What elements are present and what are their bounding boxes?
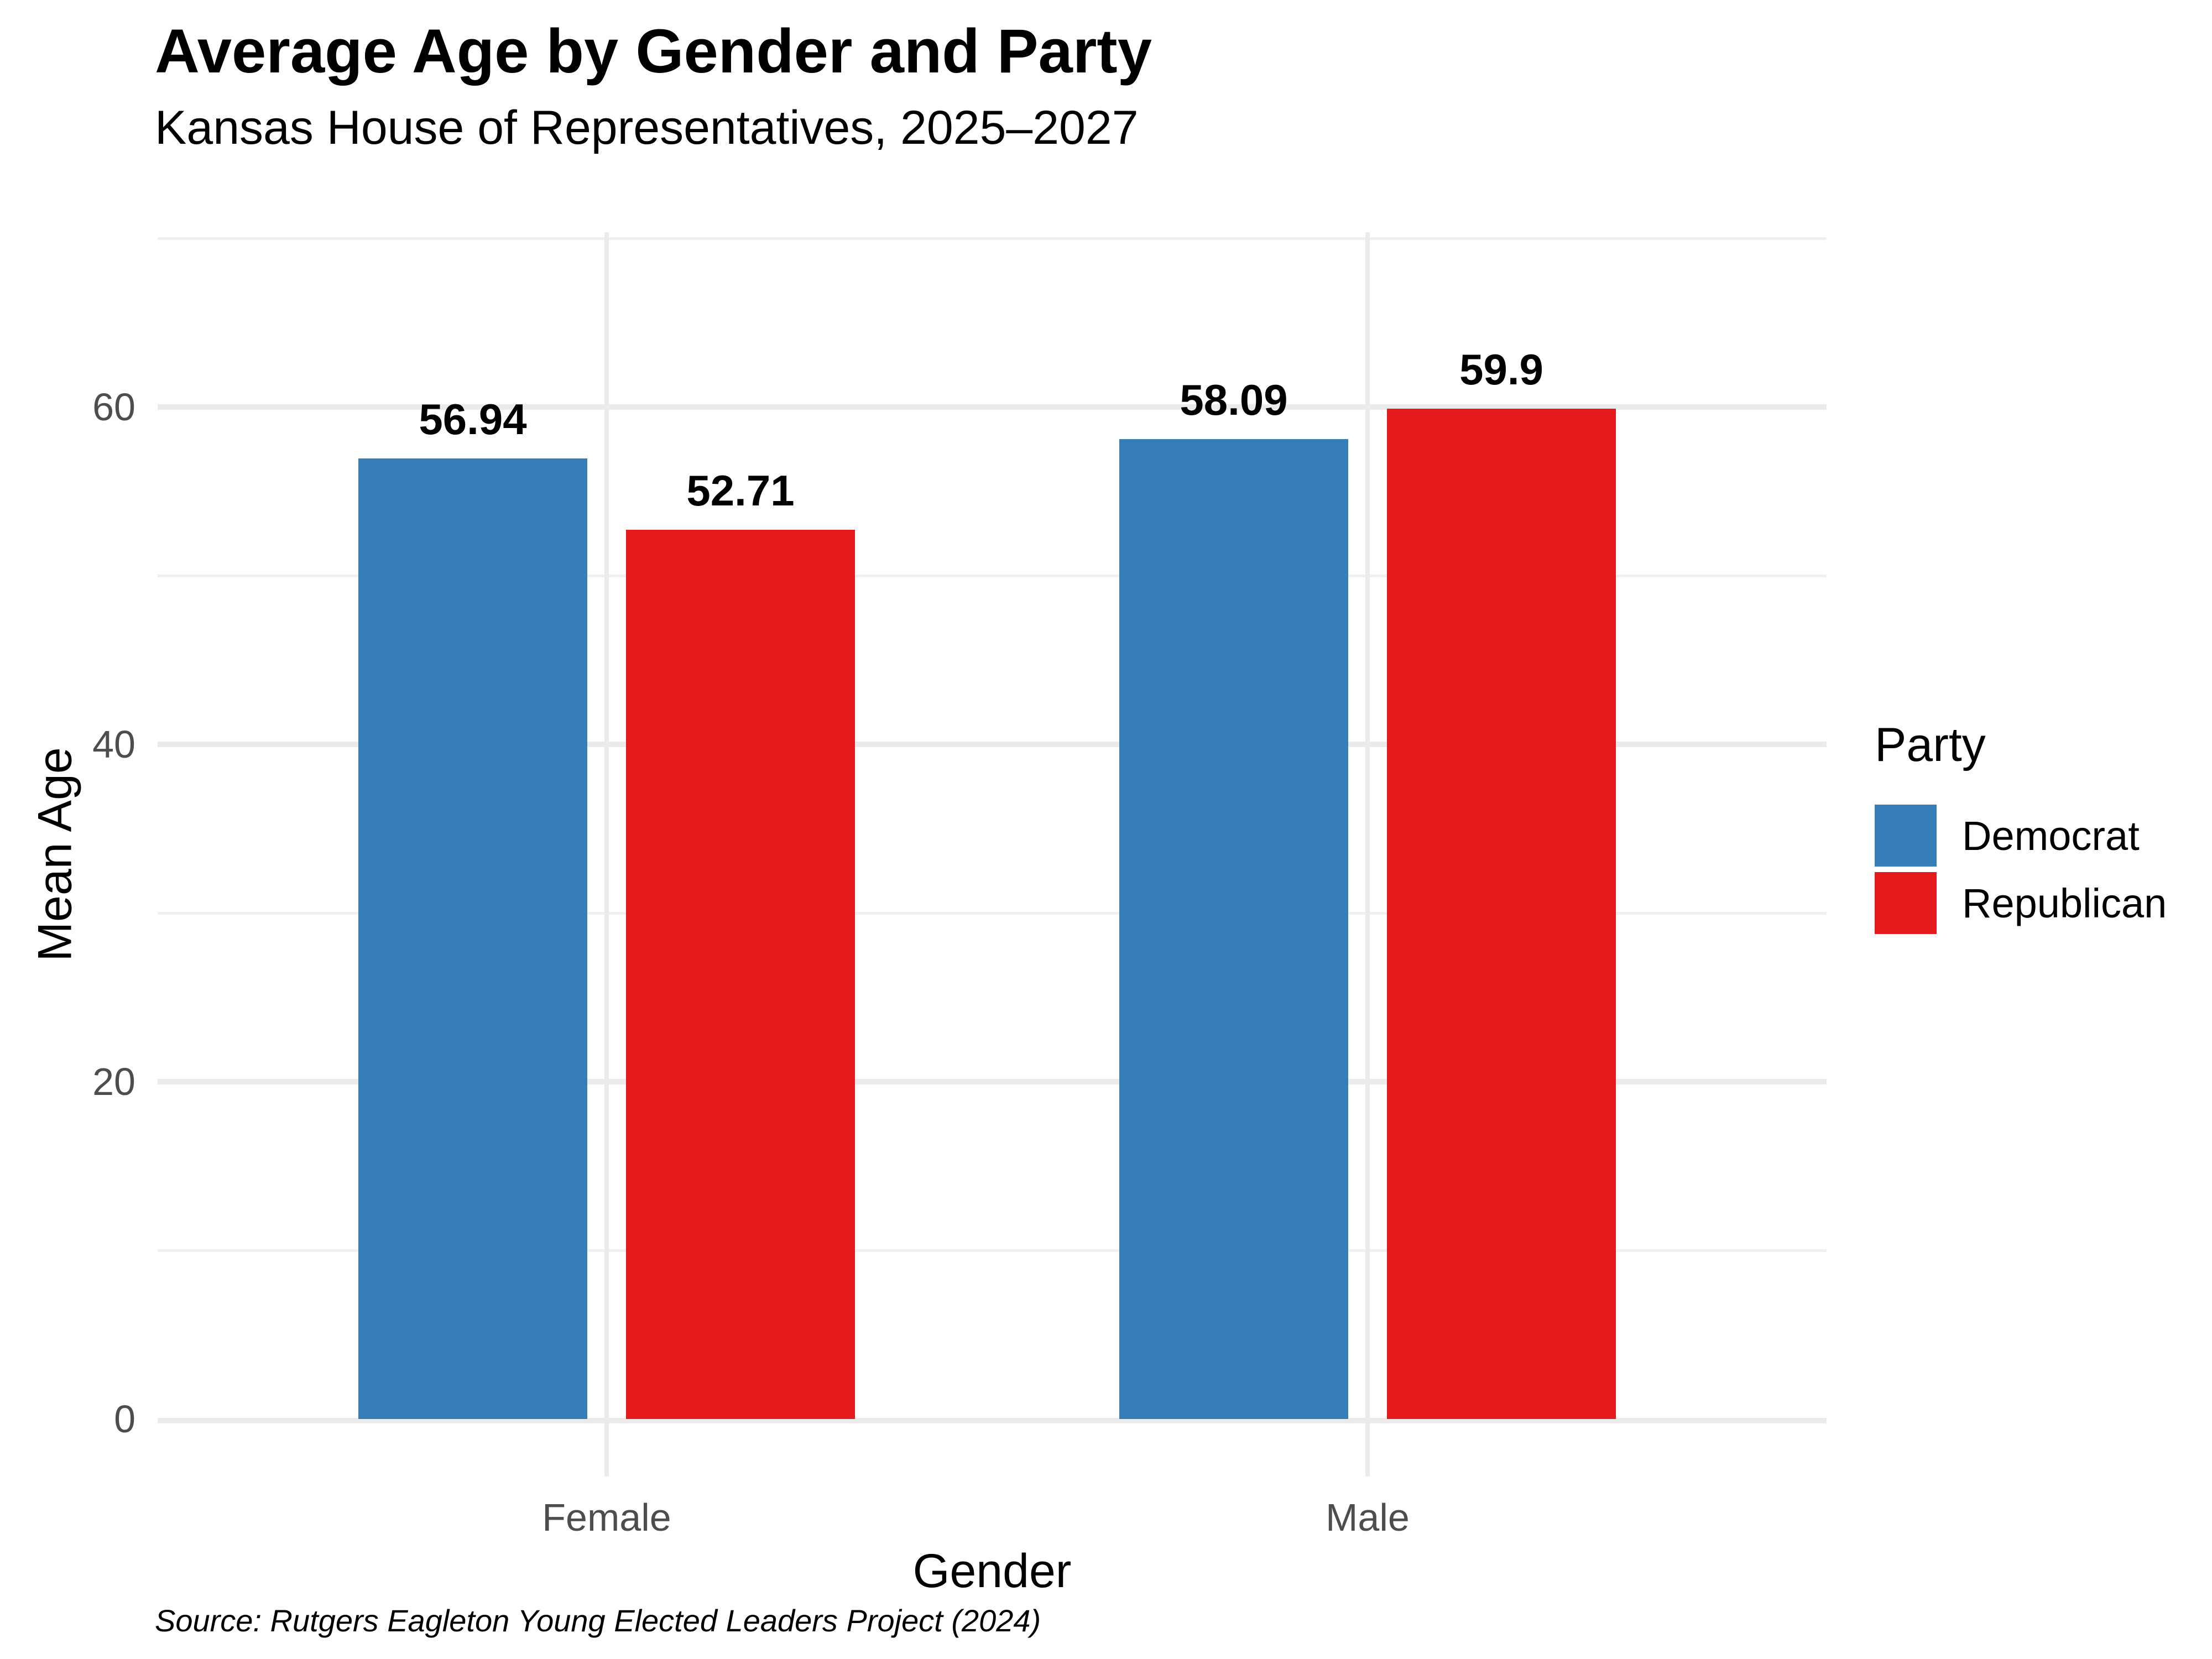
gridline-minor-y50 [158,574,1827,577]
gridline-major-y0 [158,1418,1827,1423]
source-caption: Source: Rutgers Eagleton Young Elected L… [155,1603,1041,1638]
gridline-major-y40 [158,742,1827,747]
chart-title: Average Age by Gender and Party [155,17,1152,86]
bar-value-label: 58.09 [1180,375,1288,424]
y-tick-label-60: 60 [92,385,135,429]
gridline-major-y20 [158,1079,1827,1084]
legend-key-republican-swatch [1875,872,1937,934]
legend-item-republican: Republican [1875,872,2167,934]
legend-label-democrat: Democrat [1962,812,2140,859]
bar-female-republican [626,530,855,1419]
bar-female-democrat [358,458,587,1419]
y-tick-label-20: 20 [92,1060,135,1103]
x-axis-title: Gender [912,1545,1072,1598]
bar-value-label: 56.94 [419,395,527,444]
gridline-minor-y70 [158,237,1827,240]
gridline-major-y60 [158,404,1827,410]
plot-panel: 56.94 52.71 58.09 59.9 [158,232,1827,1477]
legend: Party Democrat Republican [1875,718,2167,940]
chart-subtitle: Kansas House of Representatives, 2025–20… [155,101,1139,154]
x-tick-label-female: Female [542,1496,671,1539]
legend-label-republican: Republican [1962,880,2167,926]
legend-title: Party [1875,718,1986,771]
legend-items: Democrat Republican [1875,805,2167,934]
x-tick-label-male: Male [1326,1496,1410,1539]
gridline-x-female [604,232,609,1477]
legend-item-democrat: Democrat [1875,805,2167,867]
y-tick-label-0: 0 [114,1397,135,1441]
gridline-minor-y10 [158,1249,1827,1252]
legend-key-democrat-swatch [1875,805,1937,867]
bar-value-label: 59.9 [1459,345,1543,394]
bar-male-republican [1387,409,1616,1419]
gridline-x-male [1365,232,1370,1477]
bar-value-label: 52.71 [686,466,795,515]
y-tick-label-40: 40 [92,723,135,766]
gridline-minor-y30 [158,911,1827,915]
bar-male-democrat [1119,439,1348,1419]
y-axis-title: Mean Age [28,747,82,962]
